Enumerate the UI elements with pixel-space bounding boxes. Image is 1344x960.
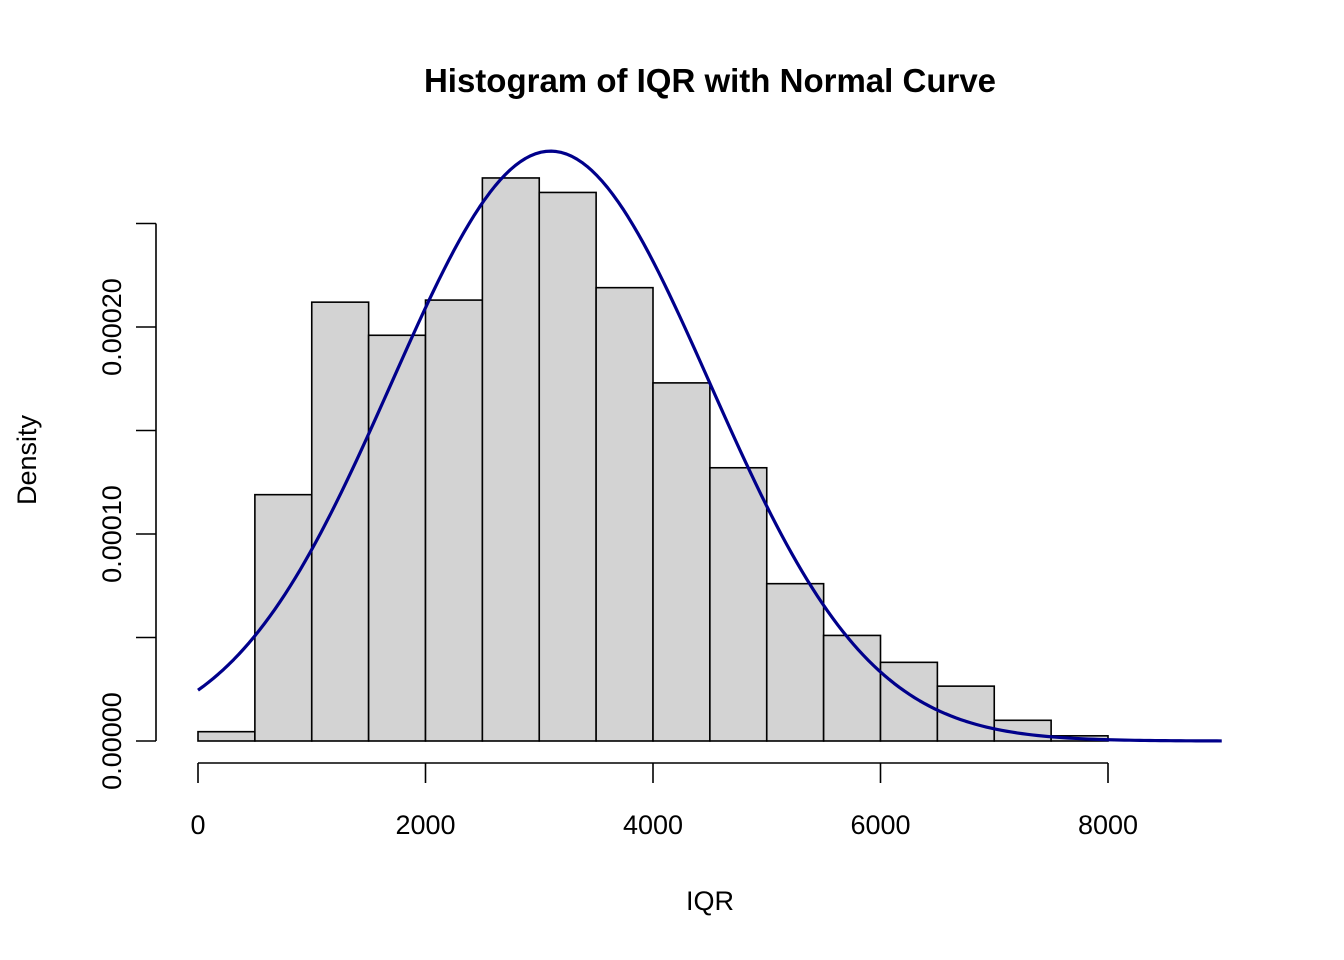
x-tick-label-4: 8000 (1078, 810, 1138, 840)
histogram-bar-3 (367, 334, 427, 742)
histogram-bar-5 (481, 177, 541, 742)
histogram-bar-6 (538, 191, 597, 742)
x-tick-label-0: 0 (190, 810, 205, 840)
x-tick-label-1: 2000 (395, 810, 455, 840)
histogram-bar-7 (595, 286, 654, 742)
histogram-bar-9 (709, 466, 768, 742)
chart-title: Histogram of IQR with Normal Curve (424, 62, 996, 99)
histogram-bar-12 (879, 661, 939, 742)
histogram-bar-2 (310, 301, 370, 742)
normal-curve (197, 149, 1222, 743)
histogram-bar-4 (424, 299, 484, 742)
y-tick-label-0: 0.00000 (97, 692, 127, 790)
histogram-bar-10 (765, 582, 825, 742)
x-axis: 0 2000 4000 6000 8000 (190, 762, 1138, 840)
y-tick-label-4: 0.00020 (97, 278, 127, 376)
histogram-bar-1 (254, 493, 313, 742)
y-axis: 0.00000 0.00010 0.00020 (97, 222, 157, 790)
x-axis-label: IQR (686, 886, 734, 916)
x-tick-label-2: 4000 (623, 810, 683, 840)
histogram-bar-0 (197, 730, 256, 742)
histogram-bar-8 (652, 382, 711, 742)
x-tick-label-3: 6000 (850, 810, 910, 840)
histogram-bar-11 (822, 634, 882, 742)
y-axis-label: Density (12, 414, 42, 505)
y-tick-label-2: 0.00010 (97, 485, 127, 583)
histogram-bars (197, 177, 1109, 742)
